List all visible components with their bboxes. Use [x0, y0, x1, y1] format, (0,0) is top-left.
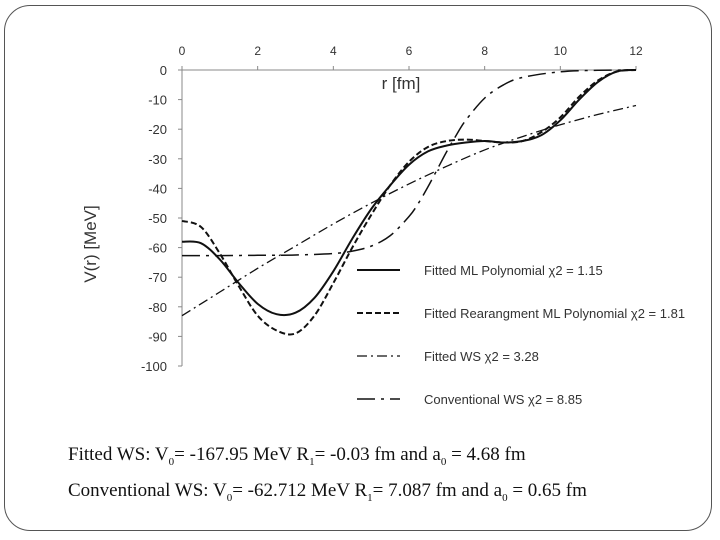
chart-tick-labels: 0 2 4 6 8 10 12 0 -10 -20 -30 -40 -50 -60 -70 -80 -90 -10…	[141, 44, 643, 374]
legend-label-2: Fitted Rearangment ML Polynomial χ2 = 1.…	[424, 306, 685, 321]
caption-fitted-v0-sub: 0	[168, 455, 175, 468]
legend-label-3: Fitted WS χ2 = 3.28	[424, 349, 539, 364]
x-tick-label: 2	[254, 44, 261, 58]
caption-conventional-prefix: Conventional WS: V	[68, 480, 227, 501]
caption-fitted-ws: Fitted WS: V0= -167.95 MeV R1= -0.03 fm …	[68, 444, 526, 468]
series-line-4	[181, 69, 637, 257]
legend-label-1: Fitted ML Polynomial χ2 = 1.15	[424, 263, 603, 278]
y-tick-label: -80	[148, 300, 167, 315]
y-tick-label: -100	[141, 359, 167, 374]
x-tick-label: 10	[554, 44, 568, 58]
caption-fitted-r1: = -0.03 fm and a	[314, 444, 441, 465]
caption-conventional-ws: Conventional WS: V0= -62.712 MeV R1= 7.0…	[68, 480, 587, 504]
y-tick-label: -20	[148, 122, 167, 137]
caption-fitted-prefix: Fitted WS: V	[68, 444, 169, 465]
y-tick-label: -40	[148, 181, 167, 196]
caption-fitted-a0-sub: 0	[440, 455, 447, 468]
caption-fitted-r1-sub: 1	[309, 455, 315, 468]
y-tick-label: -30	[148, 152, 167, 167]
x-tick-label: 4	[330, 44, 337, 58]
caption-conventional-r1-sub: 1	[367, 491, 373, 504]
chart-legend: Fitted ML Polynomial χ2 = 1.15 Fitted Rea…	[357, 263, 685, 407]
caption-conventional-a0-sub: 0	[502, 491, 508, 504]
series-line-3	[181, 104, 637, 317]
y-tick-label: -10	[148, 93, 167, 108]
legend-label-4: Conventional WS χ2 = 8.85	[424, 392, 582, 407]
x-tick-label: 12	[629, 44, 643, 58]
chart-axes	[178, 66, 637, 367]
y-tick-label: -60	[148, 241, 167, 256]
caption-conventional-r1: = 7.087 fm and a	[372, 480, 503, 501]
series-line-1	[181, 69, 637, 317]
y-tick-label: -70	[148, 270, 167, 285]
x-tick-label: 6	[406, 44, 413, 58]
slide-frame	[4, 5, 712, 531]
x-axis-label: r [fm]	[382, 74, 421, 93]
y-tick-label: -90	[148, 329, 167, 344]
caption-conventional-v0-sub: 0	[226, 491, 233, 504]
y-tick-label: 0	[160, 63, 167, 78]
series-line-2	[181, 69, 637, 336]
caption-fitted-a0: = 4.68 fm	[446, 444, 526, 465]
caption-conventional-a0: = 0.65 fm	[507, 480, 587, 501]
x-tick-label: 0	[179, 44, 186, 58]
caption-conventional-v0: = -62.712 MeV R	[232, 480, 368, 501]
caption-fitted-v0: = -167.95 MeV R	[174, 444, 310, 465]
y-tick-label: -50	[148, 211, 167, 226]
y-axis-label: V(r) [MeV]	[81, 205, 100, 282]
x-tick-label: 8	[481, 44, 488, 58]
chart-series-lines	[181, 69, 637, 336]
